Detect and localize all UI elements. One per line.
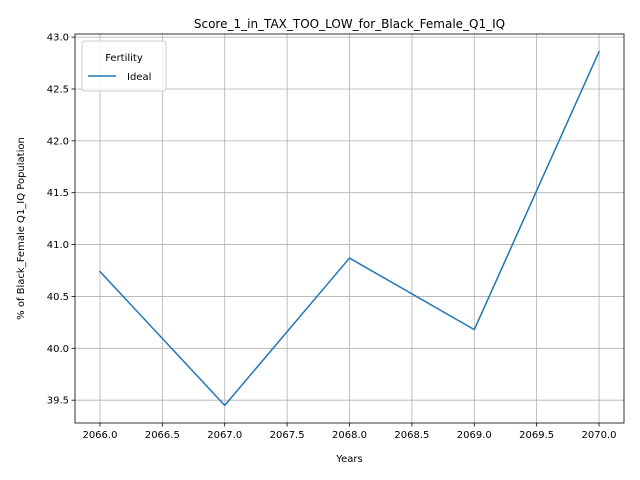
x-tick-label: 2067.0 <box>207 430 242 441</box>
legend-title: Fertility <box>105 53 143 64</box>
series-line-ideal <box>98 50 601 407</box>
legend-box <box>81 40 167 92</box>
chart-title: Score_1_in_TAX_TOO_LOW_for_Black_Female_… <box>194 17 505 31</box>
x-tick-label: 2066.0 <box>82 430 117 441</box>
x-axis-ticks: 2066.0 2066.5 2067.0 2067.5 2068.0 2068.5 2069… <box>82 423 617 441</box>
x-tick-label: 2066.5 <box>145 430 180 441</box>
y-axis-ticks: 39.5 40.0 40.5 41.0 41.5 42.0 42.5 43.0 <box>47 33 75 407</box>
y-tick-label: 42.0 <box>47 136 69 147</box>
x-tick-label: 2069.5 <box>519 430 554 441</box>
y-tick-label: 39.5 <box>47 396 69 407</box>
y-tick-label: 42.5 <box>47 84 69 95</box>
x-axis-label: Years <box>335 454 362 465</box>
y-tick-label: 41.0 <box>47 240 69 251</box>
x-tick-label: 2069.0 <box>457 430 492 441</box>
legend: Fertility Ideal <box>81 40 167 92</box>
y-tick-label: 40.5 <box>47 292 69 303</box>
y-tick-label: 40.0 <box>47 344 69 355</box>
series-layer <box>98 50 601 407</box>
x-tick-label: 2070.0 <box>582 430 617 441</box>
grid <box>75 34 624 423</box>
x-tick-label: 2068.0 <box>332 430 367 441</box>
y-axis-label: % of Black_Female Q1_IQ Population <box>16 137 27 320</box>
y-tick-label: 43.0 <box>47 33 69 44</box>
x-tick-label: 2068.5 <box>394 430 429 441</box>
legend-label-ideal: Ideal <box>127 72 151 83</box>
x-tick-label: 2067.5 <box>270 430 305 441</box>
y-tick-label: 41.5 <box>47 188 69 199</box>
